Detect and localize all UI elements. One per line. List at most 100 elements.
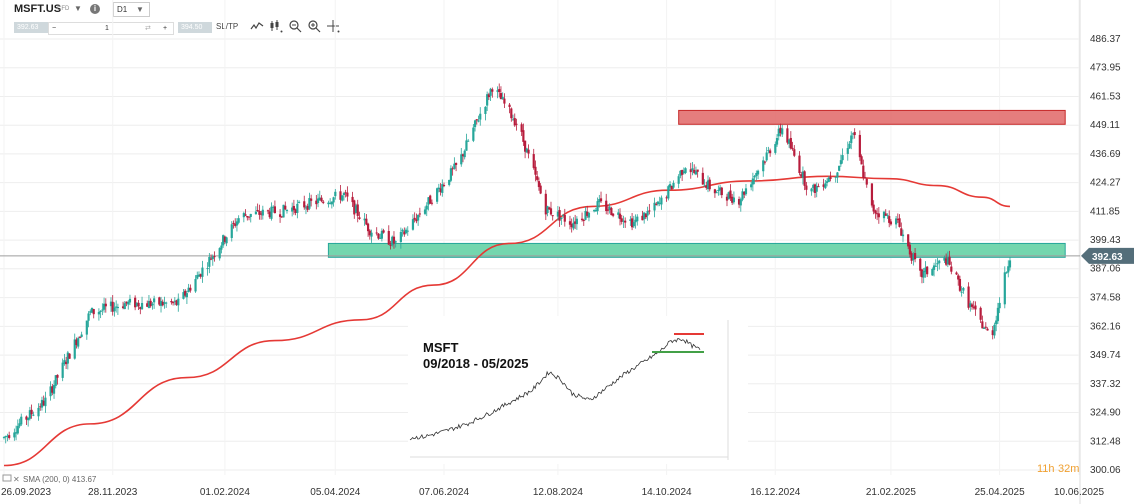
candle-body bbox=[900, 228, 903, 236]
time-tick-label: 01.02.2024 bbox=[200, 487, 250, 498]
candle-body bbox=[717, 189, 720, 192]
candle-body bbox=[889, 221, 893, 225]
candle-body bbox=[774, 144, 777, 153]
candle-body bbox=[739, 199, 742, 206]
candle-body bbox=[429, 195, 432, 204]
quantity-value[interactable]: 1 bbox=[105, 25, 109, 32]
candles-icon[interactable] bbox=[269, 19, 283, 33]
quantity-stepper[interactable]: − 1 ⇄ + bbox=[48, 22, 174, 35]
candle-body bbox=[115, 306, 118, 308]
candle-body bbox=[320, 197, 323, 202]
candle-body bbox=[632, 222, 635, 227]
minus-button[interactable]: − bbox=[52, 25, 57, 32]
candle-body bbox=[404, 229, 408, 234]
candle-body bbox=[860, 156, 863, 165]
candle-body bbox=[366, 223, 370, 232]
candle-body bbox=[113, 307, 116, 312]
candle-body bbox=[87, 313, 90, 321]
candle-body bbox=[608, 206, 611, 211]
candle-body bbox=[725, 196, 729, 201]
candle-body bbox=[389, 244, 392, 246]
buy-price[interactable]: 394.50 bbox=[178, 22, 212, 33]
price-tick-label: 312.48 bbox=[1090, 436, 1121, 447]
candle-body bbox=[18, 423, 21, 427]
candle-body bbox=[327, 202, 330, 205]
candle-body bbox=[839, 160, 842, 165]
time-tick-label: 25.04.2025 bbox=[975, 487, 1025, 498]
indicator-legend[interactable]: ✕ SMA (200, 0) 413.67 bbox=[2, 474, 97, 484]
candle-body bbox=[689, 169, 692, 173]
candle-body bbox=[285, 209, 289, 211]
candle-body bbox=[463, 150, 466, 158]
candle-body bbox=[123, 303, 126, 310]
price-tick-label: 399.43 bbox=[1090, 235, 1121, 246]
plus-button[interactable]: + bbox=[163, 25, 168, 32]
candle-body bbox=[810, 188, 813, 192]
candle-body bbox=[208, 256, 211, 267]
candle-body bbox=[222, 235, 225, 246]
candle-body bbox=[870, 183, 874, 206]
timeframe-select[interactable]: D1 bbox=[113, 2, 150, 17]
candle-body bbox=[955, 272, 958, 275]
candle-body bbox=[898, 218, 901, 227]
zoom-in-icon[interactable] bbox=[307, 19, 321, 33]
support-zone[interactable] bbox=[327, 242, 1066, 258]
candle-body bbox=[606, 209, 610, 211]
candle-body bbox=[943, 257, 946, 261]
candle-body bbox=[599, 198, 603, 202]
candle-body bbox=[791, 147, 794, 149]
candle-body bbox=[936, 263, 939, 265]
candle-body bbox=[572, 222, 575, 229]
sell-price[interactable]: 392.63 bbox=[14, 22, 48, 33]
candle-body bbox=[970, 304, 974, 307]
sltp-button[interactable]: SL/TP bbox=[216, 22, 239, 31]
line-chart-icon[interactable] bbox=[250, 19, 264, 33]
candle-body bbox=[449, 168, 453, 181]
candle-body bbox=[912, 254, 915, 261]
time-tick-label: 21.02.2025 bbox=[866, 487, 916, 498]
candle-body bbox=[793, 149, 796, 156]
candle-body bbox=[52, 385, 56, 394]
crosshair-icon[interactable] bbox=[326, 19, 340, 33]
inset-subtitle: 09/2018 - 05/2025 bbox=[423, 356, 529, 371]
indicator-settings-icon[interactable] bbox=[2, 474, 12, 482]
price-tick-label: 300.06 bbox=[1090, 465, 1121, 476]
chart-toolbar: MSFT.US CFD ▼ i D1 ▼ 392.63 − 1 ⇄ + 394.… bbox=[0, 0, 360, 40]
candle-body bbox=[201, 267, 204, 277]
candle-body bbox=[391, 236, 394, 246]
candle-body bbox=[677, 176, 680, 184]
candle-body bbox=[907, 234, 910, 247]
candle-body bbox=[104, 303, 107, 307]
indicator-label: SMA (200, 0) 413.67 bbox=[23, 475, 97, 484]
candle-body bbox=[679, 170, 682, 176]
candle-body bbox=[209, 258, 213, 260]
symbol-name[interactable]: MSFT.US bbox=[14, 3, 62, 15]
candle-body bbox=[28, 410, 31, 419]
candle-body bbox=[945, 258, 948, 265]
candle-body bbox=[598, 199, 601, 203]
symbol-dropdown-icon[interactable]: ▼ bbox=[74, 4, 82, 13]
candle-body bbox=[570, 223, 573, 228]
candle-body bbox=[44, 397, 47, 407]
info-icon[interactable]: i bbox=[90, 4, 100, 14]
candle-body bbox=[630, 218, 634, 228]
candle-body bbox=[268, 211, 271, 218]
candle-body bbox=[346, 192, 349, 197]
candle-body bbox=[403, 231, 406, 235]
candle-body bbox=[334, 191, 337, 197]
candle-body bbox=[296, 203, 299, 213]
close-icon[interactable]: ✕ bbox=[13, 475, 20, 484]
candle-body bbox=[743, 191, 746, 195]
candle-body bbox=[672, 182, 675, 188]
candle-body bbox=[1007, 266, 1010, 273]
candle-body bbox=[194, 279, 197, 292]
chevron-down-icon[interactable]: ▼ bbox=[136, 5, 144, 14]
resistance-zone[interactable] bbox=[678, 109, 1066, 125]
zoom-out-icon[interactable] bbox=[288, 19, 302, 33]
candle-body bbox=[544, 193, 547, 215]
candle-body bbox=[127, 301, 130, 305]
refresh-icon[interactable]: ⇄ bbox=[145, 25, 151, 32]
candle-body bbox=[489, 88, 492, 96]
candle-body bbox=[872, 204, 875, 212]
